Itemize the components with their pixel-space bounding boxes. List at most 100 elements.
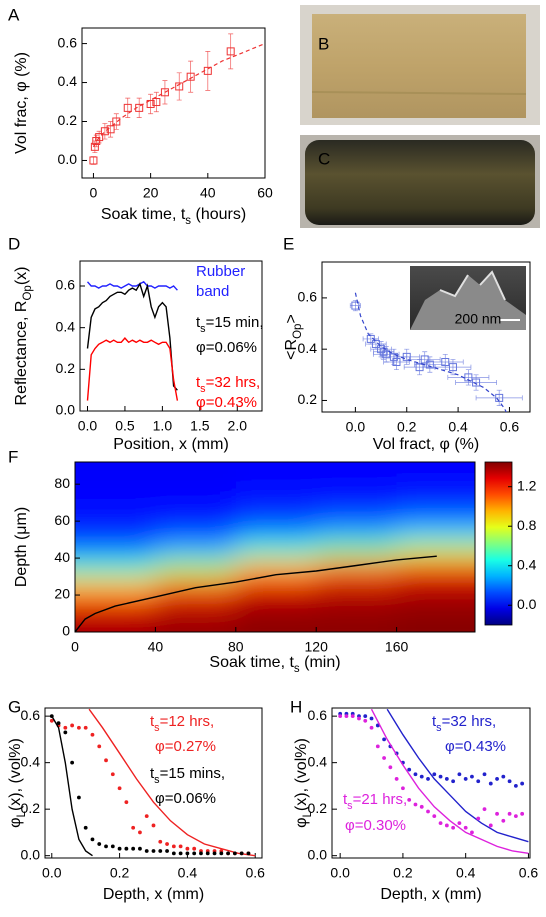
y-tick-label: 0.2 (56, 360, 76, 376)
y-tick-label: 0.6 (308, 707, 328, 723)
plot-frame (321, 261, 531, 413)
annotation: φ=0.06% (196, 339, 257, 356)
x-tick-label: 40 (200, 185, 216, 201)
data-dot (457, 821, 462, 826)
heatmap-cell (155, 502, 237, 522)
x-tick-label: 160 (385, 639, 409, 655)
data-dot (513, 784, 518, 788)
data-dot (138, 830, 142, 835)
data-dot (131, 846, 136, 851)
data-dot (83, 725, 88, 730)
data-dot (363, 714, 368, 719)
data-dot (457, 772, 462, 777)
error-bar (153, 91, 159, 113)
data-dot (90, 837, 95, 842)
text-part: Op (22, 285, 34, 300)
y-tick-label: 0.0 (56, 402, 76, 418)
inset-label: 200 nm (455, 311, 502, 327)
text-part: s (347, 800, 353, 812)
series-group (49, 708, 256, 857)
data-dot (246, 851, 251, 856)
series-line (86, 280, 178, 291)
text-part: band (196, 283, 229, 300)
series-line (354, 292, 507, 412)
data-marker (160, 88, 169, 97)
data-dot (388, 765, 393, 770)
heatmap-cell (155, 484, 237, 504)
annotation: ts=32 hrs, (196, 374, 260, 395)
data-dot (375, 744, 380, 749)
data-marker (495, 393, 504, 402)
data-dot (185, 846, 190, 851)
heatmap-cell (235, 462, 317, 485)
series-line (386, 708, 529, 843)
data-dot (178, 851, 183, 856)
text-part: s (154, 722, 160, 734)
data-marker (448, 363, 457, 372)
text-part: φ=0.43% (445, 738, 506, 755)
data-dot (49, 718, 54, 723)
x-tick-label: 0.5 (115, 418, 135, 434)
error-bar (148, 93, 154, 115)
series-line (86, 337, 179, 401)
data-dot (144, 849, 149, 853)
annotation: band (196, 283, 229, 300)
text-part: =32 hrs, (206, 374, 261, 391)
error-bar (113, 113, 119, 130)
y-tick-label: 0.4 (56, 318, 76, 334)
text-part: t (196, 314, 201, 331)
data-dot (232, 851, 237, 856)
x-tick-label: 60 (257, 185, 273, 201)
heatmap-cell (75, 521, 156, 541)
heatmap-cell (235, 576, 317, 596)
annotation: ts=15 min, (196, 314, 264, 335)
data-dot (185, 851, 190, 856)
annotation: φ=0.43% (196, 394, 257, 411)
text-part: s (154, 774, 160, 786)
text-part: (x), (vol%) (293, 738, 310, 811)
heatmap-cell (316, 502, 398, 522)
data-marker (95, 133, 104, 142)
data-dot (501, 774, 506, 779)
colorbar-tick-label: 0.8 (517, 517, 537, 533)
heatmap-cell (235, 521, 317, 541)
data-dot (90, 732, 95, 737)
x-axis-label: Depth, x (mm) (380, 886, 481, 903)
data-dot (110, 844, 115, 849)
error-bar (108, 121, 114, 138)
panel-label: E (283, 234, 294, 253)
heatmap-cell (396, 595, 475, 615)
data-dot (357, 716, 361, 721)
text-part: t (343, 791, 348, 808)
data-dot (401, 786, 405, 791)
data-marker (425, 360, 434, 369)
heatmap-cell (235, 539, 317, 559)
text-part: s (200, 383, 206, 395)
data-dot (151, 823, 156, 828)
x-error-bar (370, 346, 392, 352)
data-dot (382, 756, 386, 760)
text-part: Rubber (196, 263, 245, 280)
text-part: <R (283, 339, 300, 360)
data-marker (371, 340, 380, 349)
data-dot (138, 846, 142, 851)
y-tick-label: 60 (54, 512, 70, 528)
text-part: L (16, 810, 28, 817)
text-part: t (432, 713, 437, 730)
data-marker (226, 47, 235, 56)
data-dot (476, 779, 481, 784)
series-group (89, 33, 265, 165)
x-tick-label: 40 (148, 639, 164, 655)
heatmap-cell (75, 484, 156, 504)
x-tick-label: 0.4 (456, 865, 476, 881)
data-dot (70, 723, 75, 728)
series-line (75, 555, 437, 632)
data-dot (151, 849, 156, 853)
x-tick-label: 1.5 (190, 418, 210, 434)
series-line (51, 715, 93, 857)
text-part: (hours) (191, 206, 246, 223)
heatmap-cell (75, 613, 156, 632)
series-group (349, 292, 523, 412)
